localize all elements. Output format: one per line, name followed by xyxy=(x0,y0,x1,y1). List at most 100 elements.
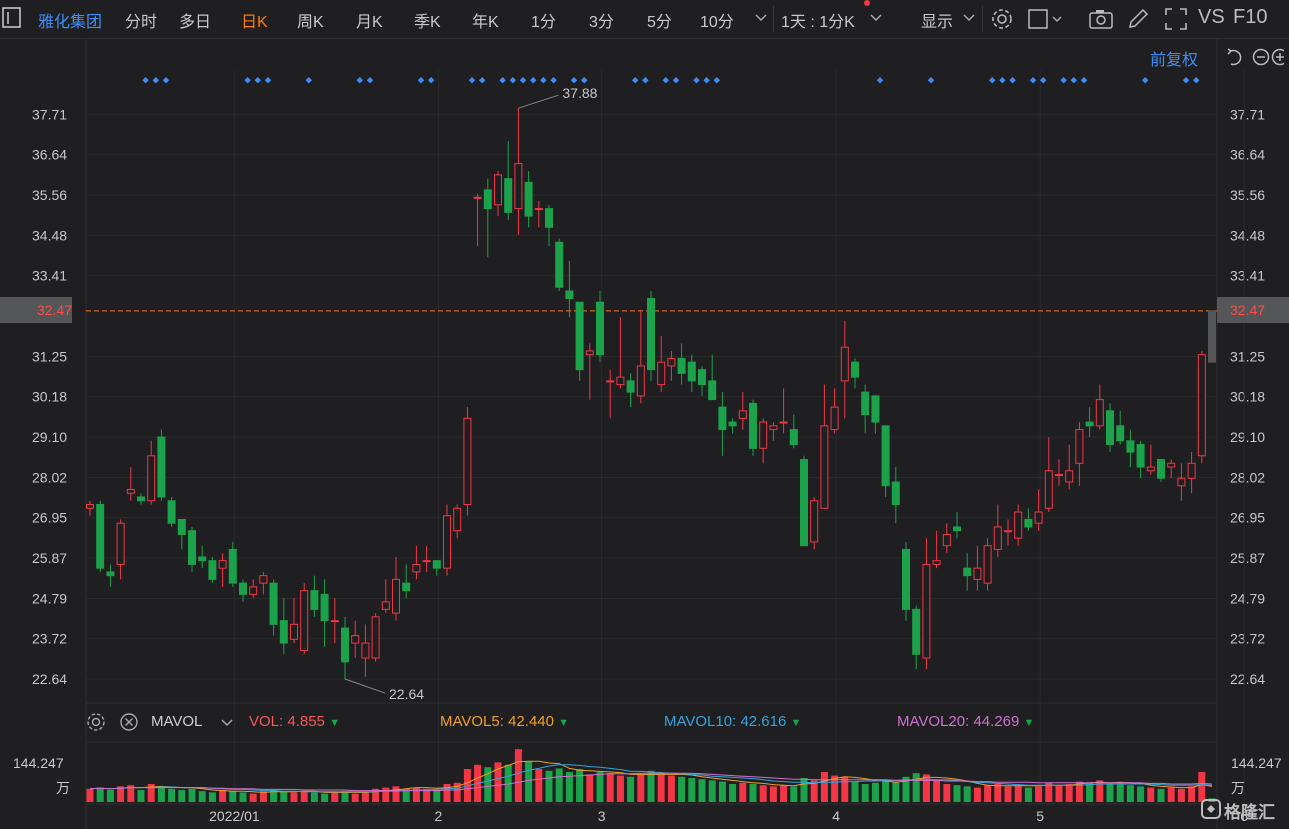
undo-icon[interactable] xyxy=(1227,48,1242,66)
tab-daily-k[interactable]: 日K xyxy=(241,14,268,31)
volume-bar xyxy=(1065,784,1073,802)
tab-10min[interactable]: 10分 xyxy=(700,14,734,31)
adjust-label[interactable]: 前复权 xyxy=(1150,52,1199,69)
volume-bar xyxy=(310,792,318,802)
volume-bar xyxy=(994,784,1002,802)
volume-bar xyxy=(657,773,665,802)
candle-body xyxy=(228,548,237,584)
volume-bar xyxy=(647,770,655,802)
mavol5-line xyxy=(89,760,1213,793)
period-select[interactable]: 1天 : 1分K xyxy=(781,14,855,31)
volume-bar xyxy=(882,780,890,802)
candle-body xyxy=(851,361,859,378)
signal-marker xyxy=(509,77,516,84)
mavol10-label: MAVOL10: xyxy=(664,713,737,730)
y-tick-label: 22.64 xyxy=(32,671,67,687)
candle-body xyxy=(728,421,737,427)
tab-quarterly-k[interactable]: 季K xyxy=(414,14,441,31)
volume-bar xyxy=(1075,781,1083,802)
candle-body xyxy=(106,571,115,577)
candle-body xyxy=(820,425,829,509)
candle-body xyxy=(687,361,696,382)
volume-bar xyxy=(637,774,645,802)
volume-bar xyxy=(300,791,308,802)
current-price-right: 32.47 xyxy=(1217,297,1289,323)
volume-bar xyxy=(912,773,920,802)
volume-bar xyxy=(902,776,910,802)
close-icon[interactable] xyxy=(119,712,139,732)
tab-3min[interactable]: 3分 xyxy=(589,14,614,31)
volume-bar xyxy=(616,775,624,802)
volume-bar xyxy=(117,786,125,802)
candle-body xyxy=(942,533,951,547)
vs-button[interactable]: VS xyxy=(1198,6,1225,28)
candle-body xyxy=(1126,440,1135,453)
candle-body xyxy=(371,616,380,659)
candle-body xyxy=(718,406,727,431)
candle-body xyxy=(269,582,278,625)
y-tick-label-right: 31.25 xyxy=(1230,349,1265,365)
toolbar: 雅化集团 分时 多日 日K 周K 月K 季K 年K 1分 3分 5分 10分 1… xyxy=(0,0,1289,39)
x-tick-label: 4 xyxy=(832,808,840,824)
y-tick-label: 23.72 xyxy=(32,631,67,647)
candle-body xyxy=(1187,462,1196,479)
stock-title[interactable]: 雅化集团 xyxy=(38,14,103,31)
candle-body xyxy=(137,496,145,502)
gear-icon[interactable] xyxy=(86,712,106,732)
tab-1min[interactable]: 1分 xyxy=(531,14,556,31)
camera-icon[interactable] xyxy=(1088,8,1114,30)
candle-body xyxy=(422,560,431,563)
tab-intraday[interactable]: 分时 xyxy=(125,14,158,31)
zoom-in-icon[interactable] xyxy=(1271,48,1285,66)
volume-bar xyxy=(96,787,104,802)
candle-body xyxy=(840,346,849,382)
volume-max-left: 144.247 xyxy=(13,755,64,771)
gear-icon[interactable] xyxy=(990,8,1014,30)
pencil-icon[interactable] xyxy=(1126,7,1150,31)
candle-body xyxy=(912,608,921,655)
candle-body xyxy=(861,391,870,416)
divider xyxy=(982,6,983,32)
candle-body xyxy=(616,376,625,386)
tab-5min[interactable]: 5分 xyxy=(647,14,672,31)
display-menu[interactable]: 显示 xyxy=(921,14,954,31)
signal-marker xyxy=(989,77,996,84)
mavol20-legend: MAVOL20: 44.269 ▼ xyxy=(897,713,1034,730)
signal-marker xyxy=(366,77,374,84)
down-arrow-icon: ▼ xyxy=(329,717,340,729)
candle-body xyxy=(239,582,247,595)
indicator-select[interactable]: MAVOL xyxy=(151,713,203,730)
candle-body xyxy=(341,627,349,663)
volume-bar xyxy=(606,773,614,802)
volume-bar xyxy=(259,791,267,802)
mavol5-label: MAVOL5: xyxy=(440,713,504,730)
candle-body xyxy=(1197,354,1206,457)
candle-body xyxy=(453,507,462,532)
chevron-down-icon[interactable] xyxy=(220,718,234,728)
chevron-down-icon[interactable] xyxy=(869,13,883,23)
tab-monthly-k[interactable]: 月K xyxy=(356,14,383,31)
x-tick-label: 2 xyxy=(435,808,443,824)
tab-yearly-k[interactable]: 年K xyxy=(472,14,499,31)
mavol5-legend: MAVOL5: 42.440 ▼ xyxy=(440,713,569,730)
vol-value: 4.855 xyxy=(287,713,325,730)
volume-bar xyxy=(688,778,696,802)
volume-bar xyxy=(943,784,951,802)
chevron-down-icon[interactable] xyxy=(962,13,976,23)
tab-multi-day[interactable]: 多日 xyxy=(179,14,212,31)
signal-marker xyxy=(1040,77,1047,84)
tab-weekly-k[interactable]: 周K xyxy=(297,14,324,31)
candle-body xyxy=(1055,474,1063,477)
volume-bar xyxy=(678,776,686,802)
chevron-down-icon[interactable] xyxy=(754,13,768,23)
x-tick-label: 6 xyxy=(1240,808,1248,824)
sidebar-toggle-icon[interactable] xyxy=(2,7,22,29)
color-square-icon[interactable] xyxy=(1027,8,1065,30)
y-tick-label: 33.41 xyxy=(32,268,67,284)
fullscreen-icon[interactable] xyxy=(1164,7,1188,31)
zoom-out-icon[interactable] xyxy=(1252,48,1270,66)
y-tick-label: 30.18 xyxy=(32,389,67,405)
signal-marker xyxy=(662,77,669,84)
f10-button[interactable]: F10 xyxy=(1233,6,1268,28)
